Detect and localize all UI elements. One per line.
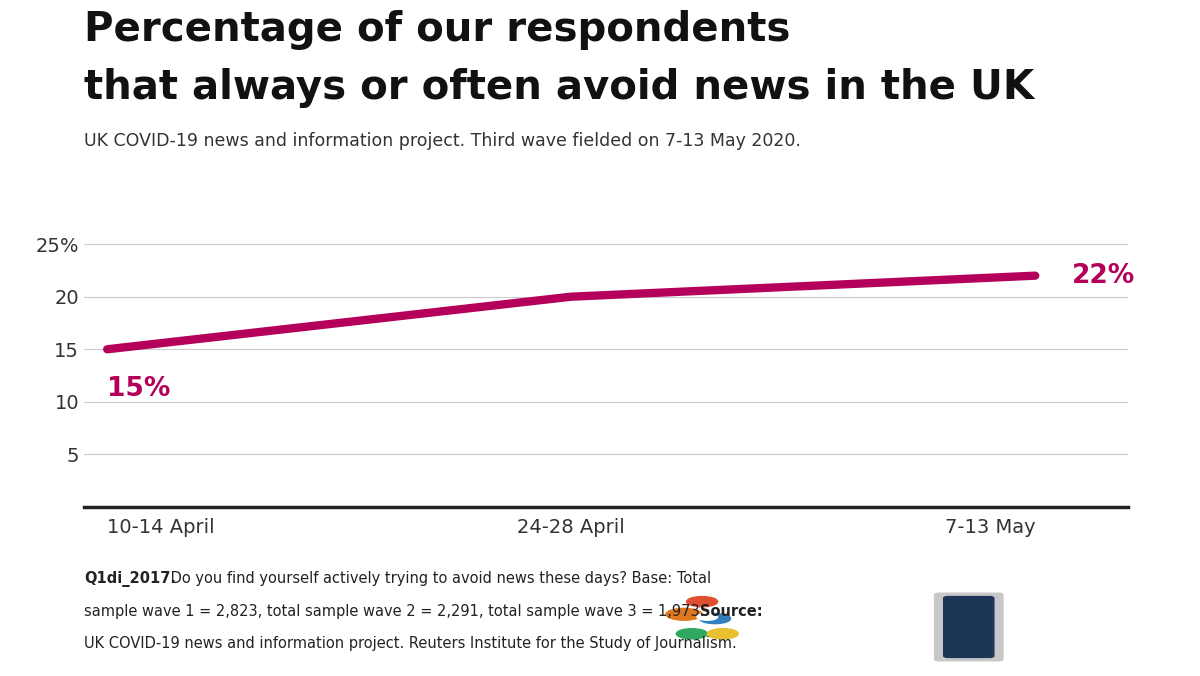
Text: UK COVID-19 news and information project. Reuters Institute for the Study of Jou: UK COVID-19 news and information project… (84, 636, 737, 651)
Circle shape (697, 614, 718, 621)
Circle shape (677, 629, 707, 639)
Text: UNIVERSITY OF: UNIVERSITY OF (1021, 604, 1085, 613)
Text: UK COVID-19 news and information project. Third wave fielded on 7-13 May 2020.: UK COVID-19 news and information project… (84, 132, 800, 150)
Circle shape (686, 596, 718, 607)
Circle shape (707, 629, 738, 639)
Circle shape (666, 608, 702, 621)
Text: Percentage of our respondents: Percentage of our respondents (84, 10, 791, 50)
Text: that always or often avoid news in the UK: that always or often avoid news in the U… (84, 68, 1034, 107)
FancyBboxPatch shape (935, 594, 1003, 661)
Text: FOR THE STUDY OF JOURNALISM: FOR THE STUDY OF JOURNALISM (751, 624, 864, 630)
Text: Do you find yourself actively trying to avoid news these days? Base: Total: Do you find yourself actively trying to … (166, 571, 710, 586)
Text: 22%: 22% (1073, 263, 1135, 289)
FancyBboxPatch shape (943, 596, 994, 657)
Text: Q1di_2017.: Q1di_2017. (84, 571, 176, 587)
Text: REUTERS INSTITUTE: REUTERS INSTITUTE (751, 600, 862, 610)
Text: 15%: 15% (107, 376, 170, 402)
Text: Source:: Source: (700, 604, 762, 619)
Text: sample wave 1 = 2,823, total sample wave 2 = 2,291, total sample wave 3 = 1,973.: sample wave 1 = 2,823, total sample wave… (84, 604, 709, 619)
Circle shape (700, 614, 731, 623)
Text: OXFORD: OXFORD (1021, 623, 1106, 641)
